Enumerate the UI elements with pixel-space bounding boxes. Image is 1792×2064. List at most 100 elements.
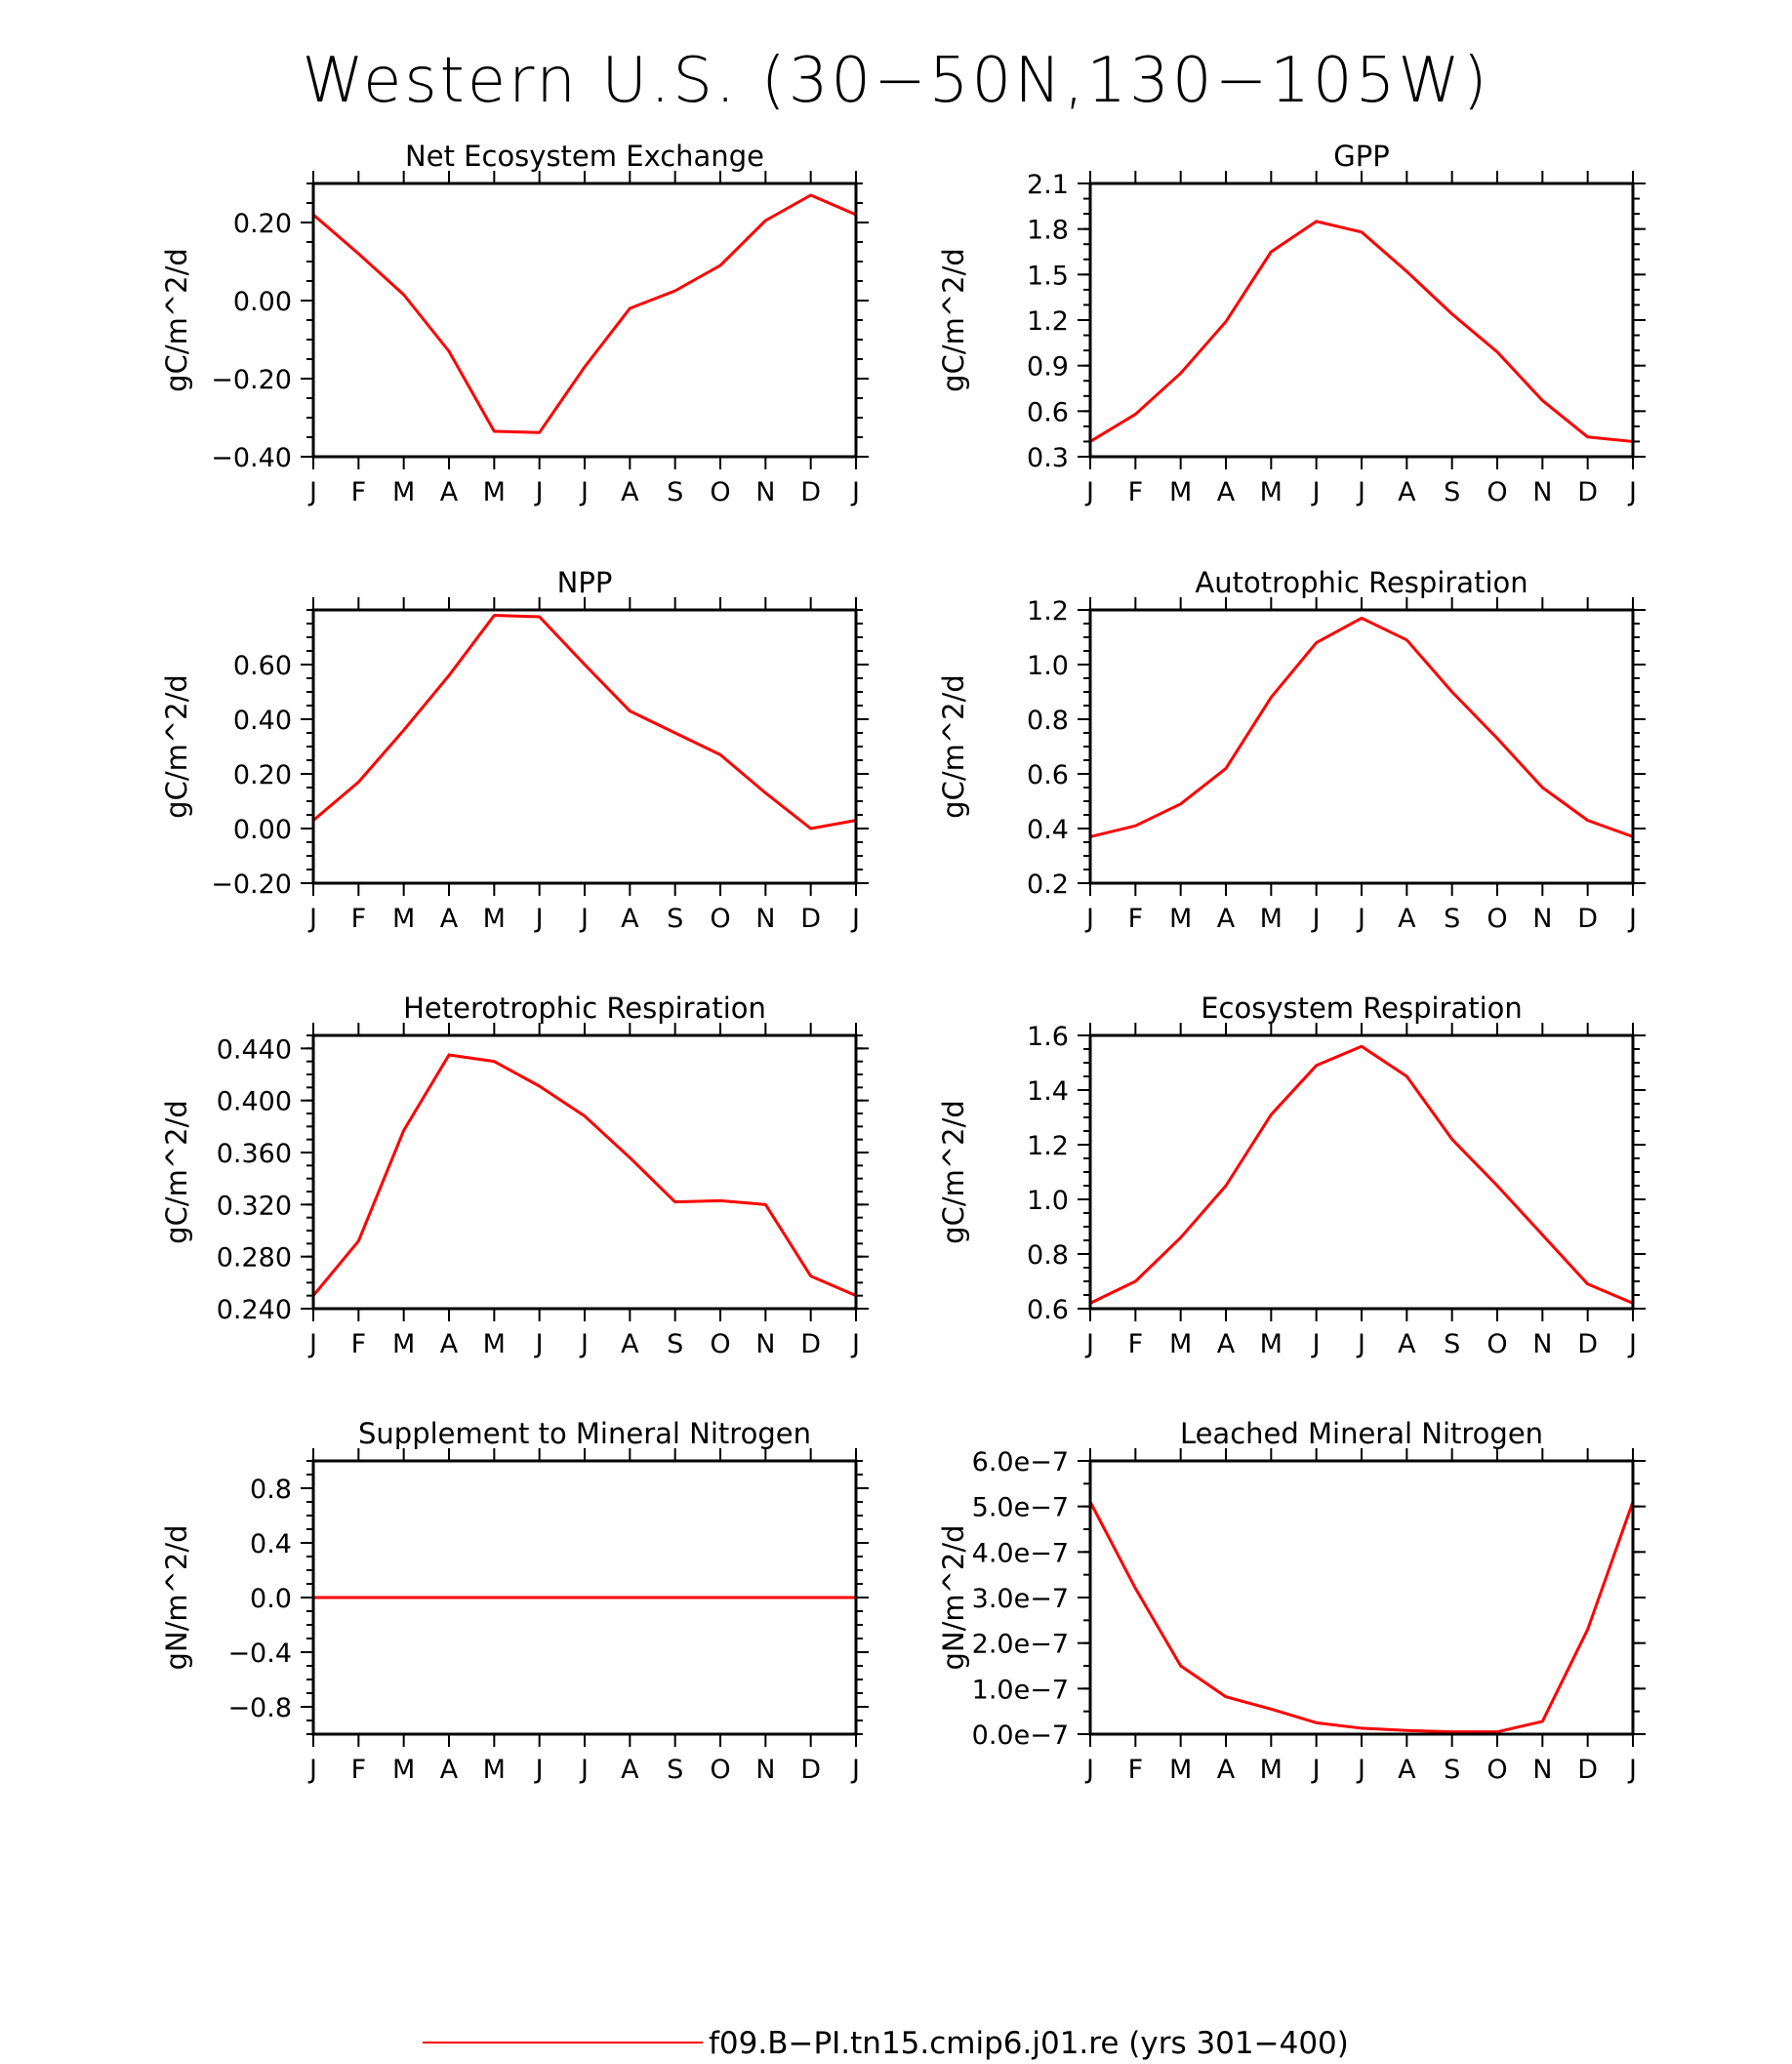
x-tick-label: M (483, 1329, 506, 1359)
y-axis-label: gC/m^2/d (937, 1100, 970, 1244)
x-tick-label: J (850, 1755, 860, 1785)
x-tick-label: J (534, 904, 544, 934)
x-tick-label: J (1311, 477, 1321, 507)
x-tick-label: J (1627, 1755, 1637, 1785)
x-tick-label: D (1577, 1755, 1598, 1785)
y-tick-label: 1.5 (1027, 261, 1069, 291)
x-tick-label: J (307, 1755, 317, 1785)
figure-title: Western U.S. (30−50N,130−105W) (302, 45, 1489, 117)
x-tick-label: O (710, 904, 730, 934)
x-tick-label: J (850, 904, 860, 934)
plot-frame (1088, 1033, 1635, 1311)
chart-title: Supplement to Mineral Nitrogen (358, 1417, 811, 1450)
x-tick-label: S (1444, 904, 1460, 934)
x-tick-label: J (579, 477, 589, 507)
x-tick-label: O (1487, 904, 1507, 934)
y-axis-label: gN/m^2/d (160, 1524, 193, 1670)
x-tick-label: O (710, 477, 730, 507)
x-tick-label: S (667, 477, 683, 507)
x-tick-label: D (1577, 1329, 1598, 1359)
y-tick-label: 0.4 (1027, 815, 1069, 845)
x-tick-label: N (755, 904, 775, 934)
y-tick-label: 0.20 (233, 209, 292, 239)
y-tick-label: 0.0e−7 (972, 1720, 1069, 1751)
y-tick-label: 1.2 (1027, 1131, 1069, 1161)
x-tick-label: A (440, 1755, 459, 1785)
y-tick-label: 0.400 (217, 1087, 292, 1117)
x-tick-label: D (800, 477, 821, 507)
x-tick-label: J (1311, 1755, 1321, 1785)
y-tick-label: 0.00 (233, 287, 292, 317)
x-tick-label: M (483, 1755, 506, 1785)
x-tick-label: M (1260, 477, 1283, 507)
chart-panel: J F M A M J J A S O N D J−0.200.000.200.400.60NPPgC/… (160, 566, 869, 934)
x-tick-label: A (1398, 1329, 1416, 1359)
x-tick-label: A (621, 1329, 639, 1359)
y-tick-label: 0.240 (217, 1295, 292, 1325)
x-tick-label: A (621, 477, 639, 507)
x-tick-label: J (579, 904, 589, 934)
y-tick-label: 1.8 (1027, 216, 1069, 246)
y-tick-label: 0.6 (1027, 1295, 1069, 1325)
x-tick-label: F (351, 1329, 367, 1359)
x-tick-label: D (1577, 477, 1598, 507)
x-tick-label: J (1311, 1329, 1321, 1359)
x-tick-label: S (1444, 1329, 1460, 1359)
y-tick-label: −0.8 (227, 1693, 292, 1723)
plot-frame (311, 608, 858, 885)
x-tick-label: N (1532, 904, 1552, 934)
x-tick-label: J (1356, 1329, 1365, 1359)
y-tick-label: 0.4 (250, 1529, 292, 1559)
chart-panel: J F M A M J J A S O N D J−0.8−0.40.00.40.8Supplement… (160, 1417, 869, 1785)
x-tick-label: N (755, 477, 775, 507)
x-tick-label: J (1084, 1329, 1094, 1359)
plot-frame (1088, 1459, 1635, 1736)
plot-frame (311, 1459, 858, 1736)
y-axis-label: gC/m^2/d (160, 674, 193, 819)
x-tick-label: J (1356, 1755, 1365, 1785)
x-tick-label: M (1169, 477, 1192, 507)
x-tick-label: N (755, 1755, 775, 1785)
chart-panel: J F M A M J J A S O N D J0.20.40.60.81.01.2Autotroph… (937, 566, 1646, 934)
x-tick-label: M (1260, 1329, 1283, 1359)
y-tick-label: 1.4 (1027, 1076, 1069, 1107)
x-tick-label: N (1532, 477, 1552, 507)
y-tick-label: 0.0 (250, 1584, 292, 1614)
y-tick-label: 0.00 (233, 815, 292, 845)
y-tick-label: 0.40 (233, 706, 292, 736)
y-tick-label: 0.8 (1027, 706, 1069, 736)
x-tick-label: A (440, 904, 459, 934)
legend-label: f09.B−PI.tn15.cmip6.j01.re (yrs 301−400) (709, 2026, 1349, 2061)
chart-panel: J F M A M J J A S O N D J0.30.60.91.21.51.82.1GPPgC/… (937, 140, 1646, 507)
x-tick-label: A (621, 904, 639, 934)
x-tick-label: O (710, 1755, 730, 1785)
x-tick-label: A (1398, 1755, 1416, 1785)
x-tick-label: M (1169, 1755, 1192, 1785)
y-tick-label: 1.0 (1027, 1186, 1069, 1216)
x-tick-label: A (1398, 904, 1416, 934)
x-tick-label: J (1084, 904, 1094, 934)
y-tick-label: 1.0 (1027, 651, 1069, 681)
series-line (1089, 1044, 1634, 1305)
y-tick-label: −0.4 (227, 1639, 292, 1669)
y-tick-label: 3.0e−7 (972, 1584, 1069, 1614)
y-axis-label: gN/m^2/d (937, 1524, 970, 1670)
y-axis-label: gC/m^2/d (937, 674, 970, 819)
y-tick-label: 0.9 (1027, 352, 1069, 383)
x-tick-label: F (1128, 1755, 1144, 1785)
y-tick-label: 0.60 (233, 651, 292, 681)
y-tick-label: 0.280 (217, 1243, 292, 1274)
x-tick-label: O (1487, 1329, 1507, 1359)
x-tick-label: J (1627, 1329, 1637, 1359)
series-line (1089, 220, 1634, 443)
x-tick-label: J (1084, 1755, 1094, 1785)
y-tick-label: 1.6 (1027, 1022, 1069, 1052)
x-tick-label: J (307, 477, 317, 507)
x-tick-label: A (440, 1329, 459, 1359)
y-tick-label: 0.360 (217, 1139, 292, 1169)
y-tick-label: 0.320 (217, 1191, 292, 1221)
y-axis-label: gC/m^2/d (937, 248, 970, 392)
y-tick-label: −0.20 (211, 870, 292, 900)
